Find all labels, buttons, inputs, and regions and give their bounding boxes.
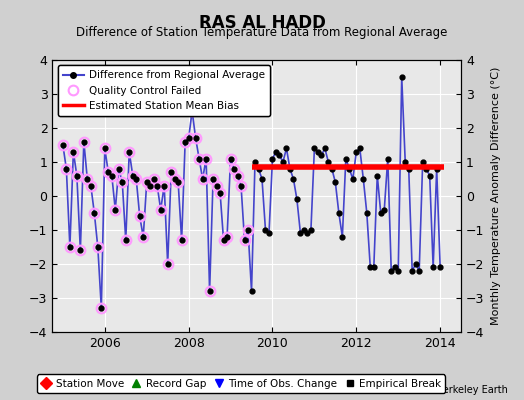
Text: Berkeley Earth: Berkeley Earth [436, 385, 508, 395]
Text: Difference of Station Temperature Data from Regional Average: Difference of Station Temperature Data f… [77, 26, 447, 39]
Y-axis label: Monthly Temperature Anomaly Difference (°C): Monthly Temperature Anomaly Difference (… [492, 67, 501, 325]
Legend: Difference from Regional Average, Quality Control Failed, Estimated Station Mean: Difference from Regional Average, Qualit… [58, 65, 270, 116]
Text: RAS AL HADD: RAS AL HADD [199, 14, 325, 32]
Legend: Station Move, Record Gap, Time of Obs. Change, Empirical Break: Station Move, Record Gap, Time of Obs. C… [37, 374, 445, 393]
